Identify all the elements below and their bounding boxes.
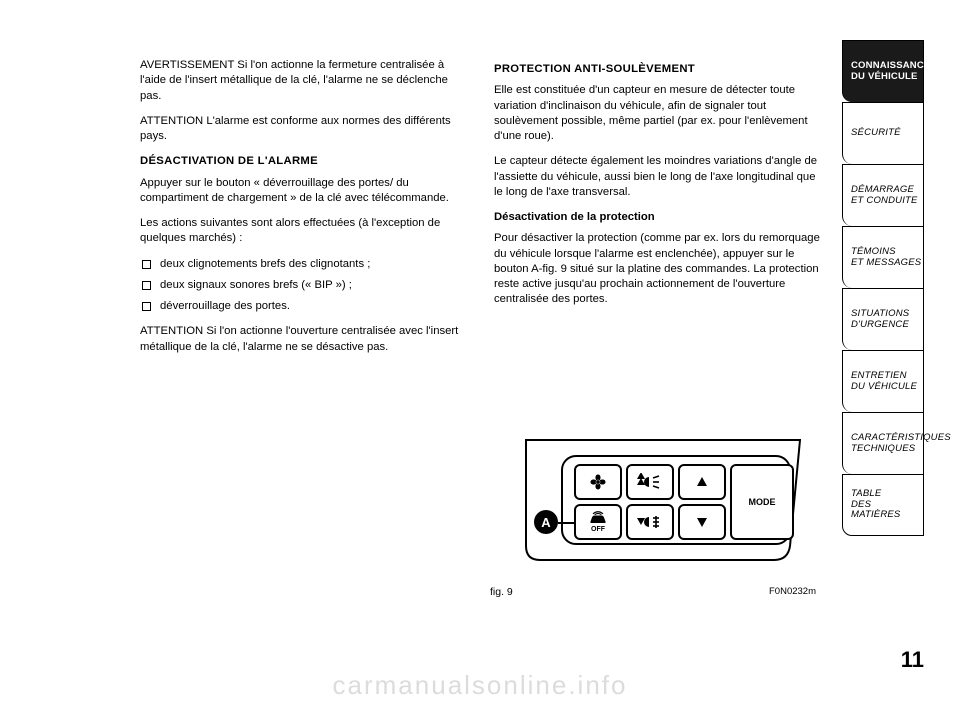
para: Le capteur détecte également les moindre… [494,154,820,200]
heading-protection: PROTECTION ANTI-SOULÈVEMENT [494,62,820,77]
bullet-list: deux clignotements brefs des clignotants… [140,257,466,315]
down-button[interactable] [678,504,726,540]
fan-button[interactable] [574,464,622,500]
tab-table[interactable]: TABLEDES MATIÈRES [842,474,924,536]
para: AVERTISSEMENT Si l'on actionne la fermet… [140,58,466,104]
tab-entretien[interactable]: ENTRETIENDU VÉHICULE [842,350,924,412]
list-item: déverrouillage des portes. [140,299,466,314]
triangle-down-icon [695,515,709,529]
watermark: carmanualsonline.info [0,670,960,701]
fan-icon [588,472,608,492]
para: Appuyer sur le bouton « déverrouillage d… [140,176,466,207]
para: Pour désactiver la protection (comme par… [494,231,820,307]
section-tabs: CONNAISSANCEDU VÉHICULE SÉCURITÉ DÉMARRA… [842,40,924,536]
tab-securite[interactable]: SÉCURITÉ [842,102,924,164]
tab-situations[interactable]: SITUATIONSD'URGENCE [842,288,924,350]
figure-panel: MODE OFF [488,410,818,584]
button-grid: MODE OFF [574,464,794,540]
para: ATTENTION L'alarme est conforme aux norm… [140,114,466,145]
manual-page: AVERTISSEMENT Si l'on actionne la fermet… [0,0,960,709]
figure-code: F0N0232m [769,586,816,598]
off-label: OFF [591,526,605,533]
callout-leader-line [558,522,576,524]
para: Les actions suivantes sont alors effectu… [140,216,466,247]
tab-connaissance[interactable]: CONNAISSANCEDU VÉHICULE [842,40,924,102]
tab-demarrage[interactable]: DÉMARRAGEET CONDUITE [842,164,924,226]
heading-deactivation: DÉSACTIVATION DE L'ALARME [140,154,466,169]
content-area: AVERTISSEMENT Si l'on actionne la fermet… [140,58,820,365]
callout-badge-a: A [534,510,558,534]
left-column: AVERTISSEMENT Si l'on actionne la fermet… [140,58,466,365]
figure-9: MODE OFF [488,410,818,598]
car-alarm-icon [588,511,608,525]
mode-button[interactable]: MODE [730,464,794,540]
alarm-off-button[interactable]: OFF [574,504,622,540]
tab-temoins[interactable]: TÉMOINSET MESSAGES [842,226,924,288]
para: Elle est constituée d'un capteur en mesu… [494,83,820,144]
triangle-up-icon [695,475,709,489]
mode-label: MODE [749,497,776,507]
triangle-down-foglight-icon [635,513,665,531]
page-number: 11 [901,647,924,673]
subheading-deactivation-protection: Désactivation de la protection [494,210,820,225]
list-item: deux clignotements brefs des clignotants… [140,257,466,272]
foglight-front-up-button[interactable] [626,464,674,500]
tab-caracteristiques[interactable]: CARACTÉRISTIQUESTECHNIQUES [842,412,924,474]
figure-number: fig. 9 [490,586,513,598]
triangle-up-foglight-icon [635,473,665,491]
foglight-rear-down-button[interactable] [626,504,674,540]
right-column: PROTECTION ANTI-SOULÈVEMENT Elle est con… [494,58,820,365]
list-item: deux signaux sonores brefs (« BIP ») ; [140,278,466,293]
figure-caption: fig. 9 F0N0232m [488,586,818,598]
up-button[interactable] [678,464,726,500]
para: ATTENTION Si l'on actionne l'ouverture c… [140,324,466,355]
